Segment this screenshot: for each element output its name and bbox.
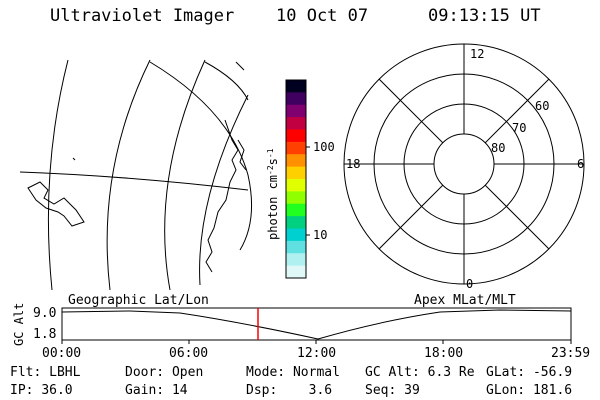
door-readout: Door: Open — [125, 365, 204, 380]
date-label: 10 Oct 07 — [276, 6, 369, 26]
polar-diagonal — [484, 184, 550, 250]
xtick-0000: 00:00 — [42, 346, 82, 361]
lat-label-60: 60 — [535, 99, 549, 113]
colorbar-segment — [286, 166, 306, 180]
colorbar-tick-10: 10 — [313, 228, 327, 242]
instrument-title: Ultraviolet Imager — [50, 6, 235, 26]
polar-diagonal — [484, 78, 550, 144]
mlt-label-12: 12 — [470, 47, 484, 61]
island-outline — [72, 157, 76, 161]
colorbar-segment — [286, 240, 306, 254]
colorbar-segment — [286, 141, 306, 155]
xtick-0600: 06:00 — [169, 346, 209, 361]
colorbar-segment — [286, 228, 306, 242]
xtick-2359: 23:59 — [551, 346, 591, 361]
coastline — [237, 139, 247, 171]
colorbar-segment — [286, 129, 306, 143]
xtick-1800: 18:00 — [424, 346, 464, 361]
lat-label-70: 70 — [512, 121, 526, 135]
flt-readout: Flt: LBHL — [10, 365, 81, 380]
dsp-readout: Dsp: 3.6 — [246, 383, 333, 398]
time-label: 09:13:15 UT — [428, 6, 541, 26]
map-grid-line — [199, 94, 249, 286]
ip-readout: IP: 36.0 — [10, 383, 73, 398]
colorbar-segment — [286, 216, 306, 230]
colorbar-segment — [286, 92, 306, 106]
gcalt-readout: GC Alt: 6.3 Re — [365, 365, 475, 380]
ytick-bottom: 1.8 — [33, 327, 57, 342]
map-grid-line — [106, 59, 151, 291]
altitude-ylabel: GC Alt — [12, 303, 26, 346]
gain-readout: Gain: 14 — [125, 383, 188, 398]
coastline — [235, 61, 245, 71]
mode-readout: Mode: Normal — [246, 365, 340, 380]
ytick-top: 9.0 — [33, 306, 57, 321]
apex-title: Apex MLat/MLT — [414, 293, 516, 308]
xtick-1200: 12:00 — [297, 346, 337, 361]
geographic-title: Geographic Lat/Lon — [68, 293, 209, 308]
mlt-label-18: 18 — [346, 157, 360, 171]
glat-readout: GLat: -56.9 — [486, 365, 573, 380]
altitude-curve — [61, 309, 572, 340]
colorbar-segment — [286, 203, 306, 217]
colorbar-segment — [286, 104, 306, 118]
colorbar-segment — [286, 117, 306, 131]
lat-label-80: 80 — [491, 141, 505, 155]
map-grid-line — [149, 61, 253, 251]
polar-diagonal — [378, 184, 444, 250]
colorbar-segment — [286, 191, 306, 205]
mlt-label-6: 6 — [577, 157, 584, 171]
colorbar-segment — [286, 179, 306, 192]
colorbar-unit-label: photon cm-2s-1 — [266, 148, 280, 240]
colorbar-segment — [286, 80, 306, 93]
colorbar-segment — [286, 265, 306, 279]
colorbar-segment — [286, 253, 306, 267]
coastline — [205, 119, 239, 273]
map-grid-line — [47, 59, 69, 291]
island-outline — [27, 181, 85, 227]
colorbar-frame — [285, 79, 307, 279]
altitude-frame — [61, 307, 572, 341]
glon-readout: GLon: 181.6 — [486, 383, 573, 398]
colorbar-segment — [286, 154, 306, 168]
colorbar-tick-100: 100 — [313, 140, 335, 154]
seq-readout: Seq: 39 — [365, 383, 420, 398]
mlt-label-0: 0 — [466, 277, 473, 291]
map-grid-line — [19, 171, 249, 191]
polar-diagonal — [378, 78, 444, 144]
map-grid-line — [204, 61, 249, 101]
map-grid-line — [164, 59, 206, 291]
